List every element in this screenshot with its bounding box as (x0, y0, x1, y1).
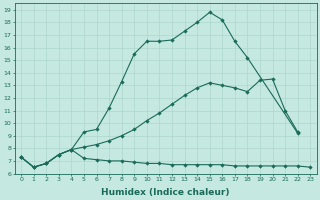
X-axis label: Humidex (Indice chaleur): Humidex (Indice chaleur) (101, 188, 230, 197)
